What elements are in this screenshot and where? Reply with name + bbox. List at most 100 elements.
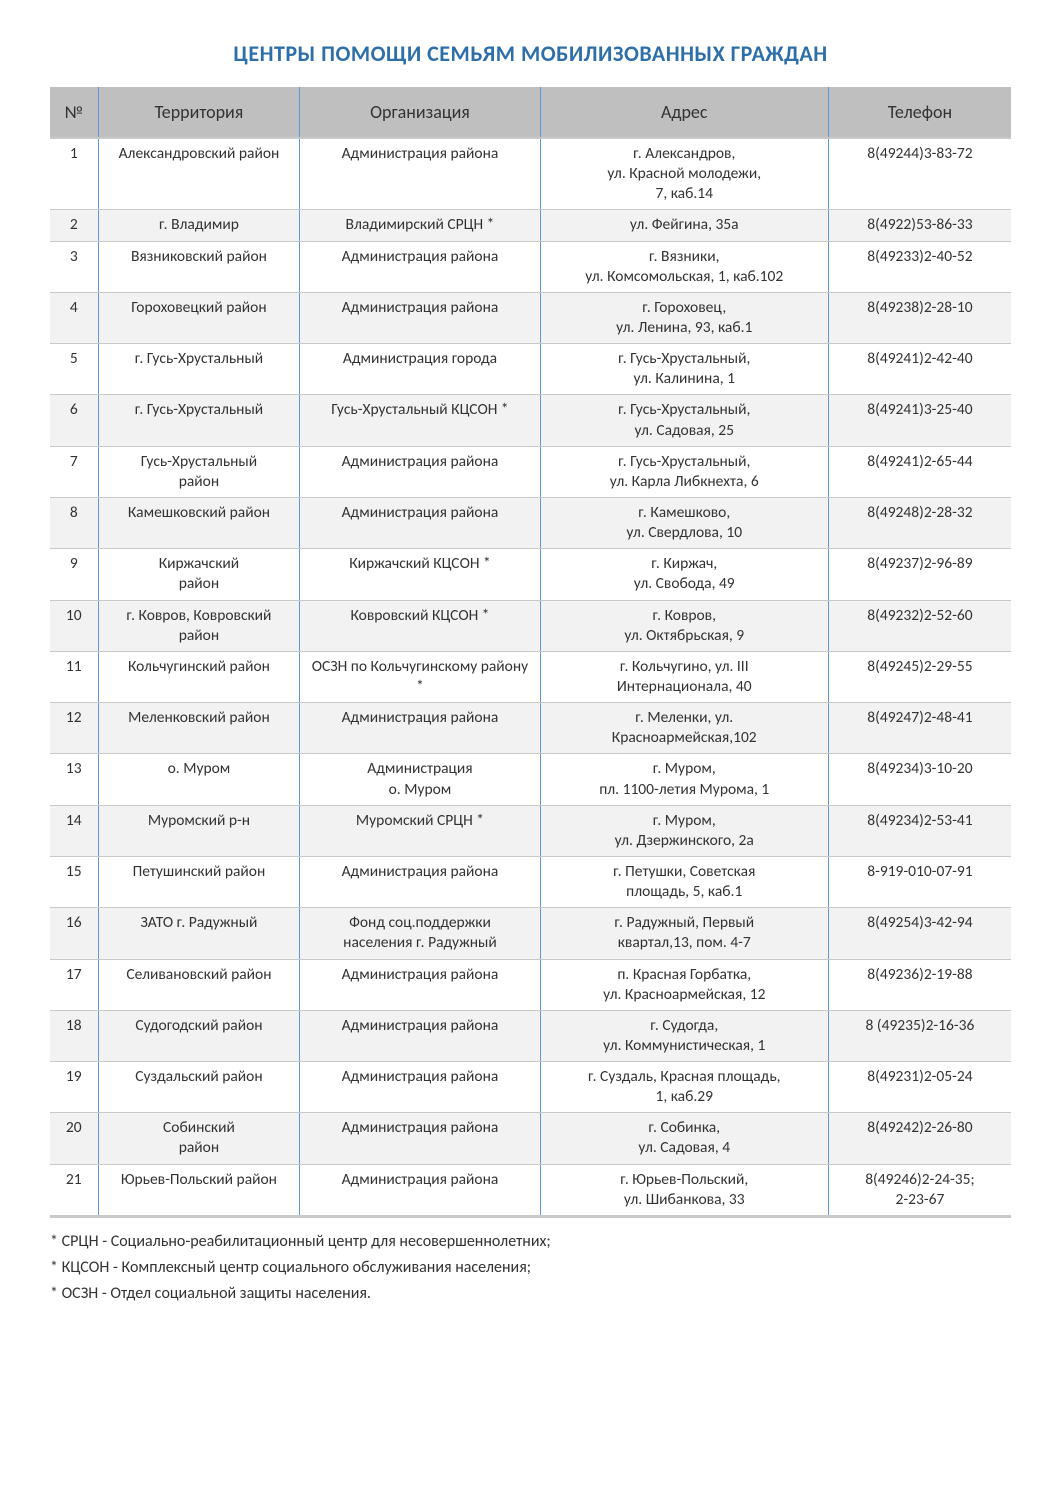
table-row: 8Камешковский районАдминистрация районаг… bbox=[50, 497, 1011, 548]
table-row: 10г. Ковров, КовровскийрайонКовровский К… bbox=[50, 600, 1011, 651]
cell-phone: 8(49234)3-10-20 bbox=[828, 754, 1011, 805]
cell-address: г. Кольчугино, ул. IIIИнтернационала, 40 bbox=[540, 651, 828, 702]
table-row: 17Селивановский районАдминистрация район… bbox=[50, 959, 1011, 1010]
cell-address: г. Киржач,ул. Свобода, 49 bbox=[540, 549, 828, 600]
cell-number: 7 bbox=[50, 446, 98, 497]
cell-territory: Гороховецкий район bbox=[98, 292, 300, 343]
cell-number: 3 bbox=[50, 241, 98, 292]
cell-territory: ЗАТО г. Радужный bbox=[98, 908, 300, 959]
cell-number: 21 bbox=[50, 1164, 98, 1216]
cell-phone: 8 (49235)2-16-36 bbox=[828, 1010, 1011, 1061]
cell-address: г. Гусь-Хрустальный,ул. Калинина, 1 bbox=[540, 344, 828, 395]
cell-territory: Камешковский район bbox=[98, 497, 300, 548]
cell-phone: 8(49242)2-26-80 bbox=[828, 1113, 1011, 1164]
cell-territory: Меленковский район bbox=[98, 703, 300, 754]
cell-phone: 8-919-010-07-91 bbox=[828, 856, 1011, 907]
cell-territory: г. Гусь-Хрустальный bbox=[98, 344, 300, 395]
table-row: 4Гороховецкий районАдминистрация районаг… bbox=[50, 292, 1011, 343]
cell-number: 16 bbox=[50, 908, 98, 959]
footnote-oszn: * ОСЗН - Отдел социальной защиты населен… bbox=[50, 1282, 1011, 1306]
cell-territory: Судогодский район bbox=[98, 1010, 300, 1061]
cell-territory: Кольчугинский район bbox=[98, 651, 300, 702]
cell-phone: 8(49233)2-40-52 bbox=[828, 241, 1011, 292]
cell-phone: 8(49236)2-19-88 bbox=[828, 959, 1011, 1010]
cell-phone: 8(4922)53-86-33 bbox=[828, 210, 1011, 241]
cell-address: г. Камешково,ул. Свердлова, 10 bbox=[540, 497, 828, 548]
footnotes: * СРЦН - Социально-реабилитационный цент… bbox=[50, 1230, 1011, 1306]
table-row: 14Муромский р-нМуромский СРЦН *г. Муром,… bbox=[50, 805, 1011, 856]
cell-address: г. Радужный, Первыйквартал,13, пом. 4-7 bbox=[540, 908, 828, 959]
table-row: 21Юрьев-Польский районАдминистрация райо… bbox=[50, 1164, 1011, 1216]
table-row: 11Кольчугинский районОСЗН по Кольчугинск… bbox=[50, 651, 1011, 702]
cell-territory: Петушинский район bbox=[98, 856, 300, 907]
cell-organization: ОСЗН по Кольчугинскому району * bbox=[300, 651, 540, 702]
cell-phone: 8(49241)3-25-40 bbox=[828, 395, 1011, 446]
cell-territory: Собинскийрайон bbox=[98, 1113, 300, 1164]
cell-address: г. Муром,ул. Дзержинского, 2а bbox=[540, 805, 828, 856]
cell-number: 14 bbox=[50, 805, 98, 856]
cell-address: г. Юрьев-Польский,ул. Шибанкова, 33 bbox=[540, 1164, 828, 1216]
cell-address: г. Ковров,ул. Октябрьская, 9 bbox=[540, 600, 828, 651]
cell-territory: Юрьев-Польский район bbox=[98, 1164, 300, 1216]
cell-phone: 8(49241)2-42-40 bbox=[828, 344, 1011, 395]
table-row: 15Петушинский районАдминистрация районаг… bbox=[50, 856, 1011, 907]
cell-phone: 8(49245)2-29-55 bbox=[828, 651, 1011, 702]
cell-organization: Фонд соц.поддержкинаселения г. Радужный bbox=[300, 908, 540, 959]
table-row: 2г. ВладимирВладимирский СРЦН *ул. Фейги… bbox=[50, 210, 1011, 241]
cell-number: 2 bbox=[50, 210, 98, 241]
cell-territory: г. Владимир bbox=[98, 210, 300, 241]
cell-organization: Ковровский КЦСОН * bbox=[300, 600, 540, 651]
cell-number: 1 bbox=[50, 138, 98, 210]
cell-phone: 8(49246)2-24-35;2-23-67 bbox=[828, 1164, 1011, 1216]
cell-number: 19 bbox=[50, 1062, 98, 1113]
cell-territory: Муромский р-н bbox=[98, 805, 300, 856]
cell-address: г. Меленки, ул.Красноармейская,102 bbox=[540, 703, 828, 754]
table-row: 16ЗАТО г. РадужныйФонд соц.поддержкинасе… bbox=[50, 908, 1011, 959]
cell-organization: Администрация района bbox=[300, 1062, 540, 1113]
cell-phone: 8(49234)2-53-41 bbox=[828, 805, 1011, 856]
cell-phone: 8(49238)2-28-10 bbox=[828, 292, 1011, 343]
page-title: ЦЕНТРЫ ПОМОЩИ СЕМЬЯМ МОБИЛИЗОВАННЫХ ГРАЖ… bbox=[50, 40, 1011, 67]
cell-organization: Администрация района bbox=[300, 1164, 540, 1216]
cell-territory: Суздальский район bbox=[98, 1062, 300, 1113]
cell-organization: Администрация района bbox=[300, 241, 540, 292]
cell-phone: 8(49232)2-52-60 bbox=[828, 600, 1011, 651]
cell-territory: г. Ковров, Ковровскийрайон bbox=[98, 600, 300, 651]
footnote-srcn: * СРЦН - Социально-реабилитационный цент… bbox=[50, 1230, 1011, 1254]
cell-number: 8 bbox=[50, 497, 98, 548]
cell-number: 6 bbox=[50, 395, 98, 446]
cell-address: г. Вязники,ул. Комсомольская, 1, каб.102 bbox=[540, 241, 828, 292]
cell-organization: Администрация района bbox=[300, 1010, 540, 1061]
cell-phone: 8(49247)2-48-41 bbox=[828, 703, 1011, 754]
cell-territory: Селивановский район bbox=[98, 959, 300, 1010]
table-row: 12Меленковский районАдминистрация района… bbox=[50, 703, 1011, 754]
cell-territory: о. Муром bbox=[98, 754, 300, 805]
header-row: № Территория Организация Адрес Телефон bbox=[50, 87, 1011, 138]
table-row: 6г. Гусь-ХрустальныйГусь-Хрустальный КЦС… bbox=[50, 395, 1011, 446]
cell-phone: 8(49237)2-96-89 bbox=[828, 549, 1011, 600]
cell-number: 17 bbox=[50, 959, 98, 1010]
cell-address: г. Собинка,ул. Садовая, 4 bbox=[540, 1113, 828, 1164]
cell-territory: г. Гусь-Хрустальный bbox=[98, 395, 300, 446]
col-number: № bbox=[50, 87, 98, 138]
cell-address: п. Красная Горбатка,ул. Красноармейская,… bbox=[540, 959, 828, 1010]
col-organization: Организация bbox=[300, 87, 540, 138]
cell-address: г. Петушки, Советскаяплощадь, 5, каб.1 bbox=[540, 856, 828, 907]
cell-organization: Администрация района bbox=[300, 959, 540, 1010]
cell-organization: Администрация района bbox=[300, 292, 540, 343]
cell-territory: Вязниковский район bbox=[98, 241, 300, 292]
cell-number: 13 bbox=[50, 754, 98, 805]
cell-organization: Администрация района bbox=[300, 446, 540, 497]
table-row: 20СобинскийрайонАдминистрация районаг. С… bbox=[50, 1113, 1011, 1164]
cell-phone: 8(49244)3-83-72 bbox=[828, 138, 1011, 210]
cell-number: 20 bbox=[50, 1113, 98, 1164]
cell-address: г. Муром,пл. 1100-летия Мурома, 1 bbox=[540, 754, 828, 805]
cell-territory: Киржачскийрайон bbox=[98, 549, 300, 600]
cell-address: г. Гороховец,ул. Ленина, 93, каб.1 bbox=[540, 292, 828, 343]
cell-number: 5 bbox=[50, 344, 98, 395]
cell-organization: Владимирский СРЦН * bbox=[300, 210, 540, 241]
cell-organization: Администрация района bbox=[300, 1113, 540, 1164]
cell-number: 9 bbox=[50, 549, 98, 600]
cell-address: г. Гусь-Хрустальный,ул. Карла Либкнехта,… bbox=[540, 446, 828, 497]
cell-organization: Администрация города bbox=[300, 344, 540, 395]
